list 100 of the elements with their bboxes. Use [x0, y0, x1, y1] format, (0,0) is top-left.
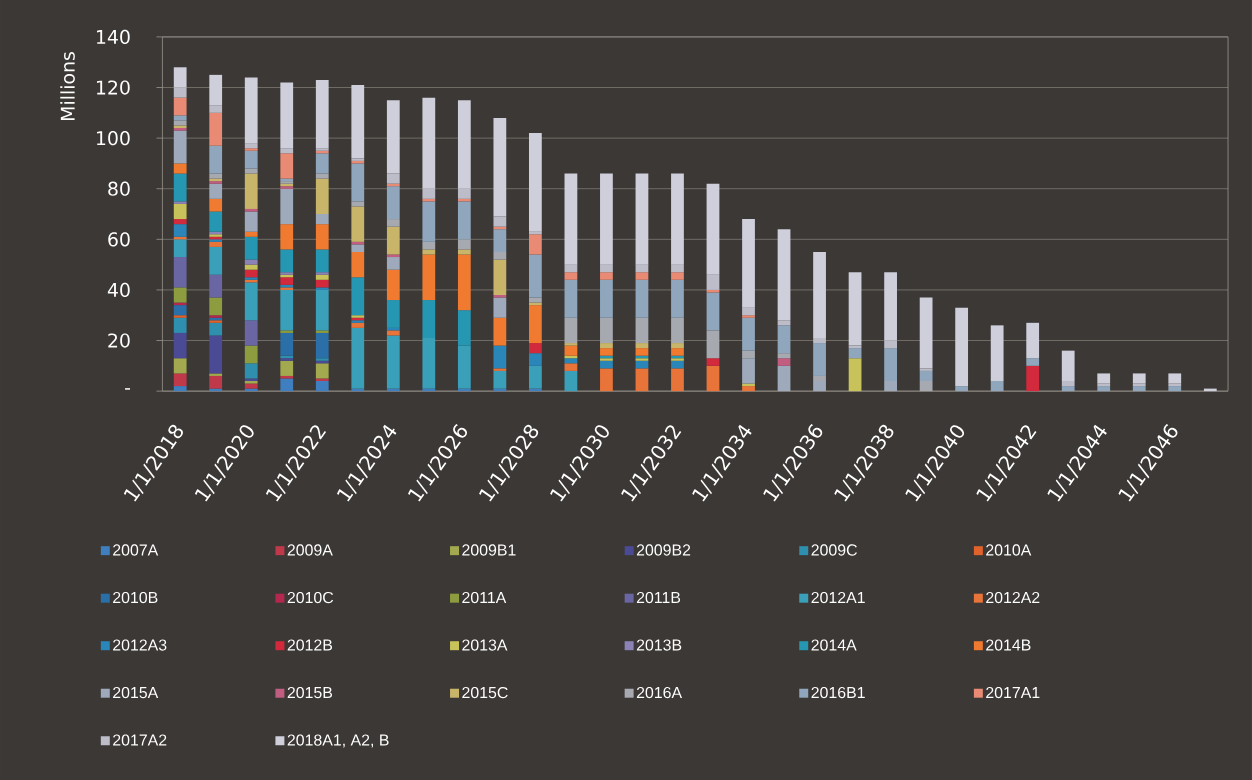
- bar: [209, 74, 223, 106]
- bar: [173, 239, 187, 257]
- bar: [386, 226, 400, 255]
- bar: [244, 148, 258, 151]
- bar: [635, 317, 649, 343]
- bar: [244, 143, 258, 149]
- bar: [777, 353, 791, 359]
- bar: [493, 251, 507, 260]
- bar: [564, 345, 578, 356]
- bar: [209, 335, 223, 374]
- legend-label: 2014A: [811, 639, 857, 651]
- bar: [386, 335, 400, 389]
- bar: [280, 249, 294, 273]
- bar: [919, 297, 933, 369]
- bar: [457, 188, 471, 199]
- bar: [209, 173, 223, 179]
- bar: [813, 342, 826, 376]
- bar: [209, 211, 223, 232]
- legend-label: 2009B1: [462, 544, 516, 556]
- legend-label: 2018A1, A2, B: [287, 734, 389, 748]
- bar: [600, 264, 613, 273]
- bar: [493, 368, 507, 371]
- bar: [564, 358, 578, 364]
- legend-label: 2010A: [986, 544, 1032, 556]
- bar: [528, 297, 542, 303]
- bar: [600, 317, 613, 343]
- bar: [209, 373, 223, 376]
- bar: [1026, 358, 1040, 366]
- bar: [173, 287, 187, 303]
- bar: [564, 279, 578, 318]
- bar: [1097, 373, 1111, 384]
- bar: [280, 277, 294, 285]
- bar: [813, 380, 826, 392]
- bar: [706, 330, 720, 359]
- legend-label: 2010C: [287, 591, 334, 604]
- bar: [386, 100, 400, 174]
- bar: [635, 173, 649, 265]
- bar: [742, 317, 755, 351]
- legend-label: 2014B: [986, 639, 1031, 651]
- bar: [1026, 365, 1040, 392]
- bar: [173, 304, 187, 316]
- bar: [848, 272, 862, 346]
- bar: [457, 239, 471, 250]
- bar: [209, 322, 223, 336]
- bar: [564, 370, 578, 392]
- bar: [244, 320, 258, 346]
- bar: [1061, 350, 1075, 381]
- y-tick-label: 140: [96, 29, 130, 44]
- bar: [173, 332, 187, 359]
- bar: [315, 279, 329, 288]
- bar: [173, 224, 187, 237]
- legend-label: 2015B: [287, 686, 333, 699]
- bar: [173, 163, 187, 174]
- bar: [990, 380, 1004, 392]
- bar: [706, 292, 720, 331]
- bar: [244, 264, 258, 270]
- bar: [777, 229, 791, 321]
- legend-label: 2010B: [113, 591, 158, 604]
- bar: [422, 201, 436, 242]
- bar: [422, 254, 436, 300]
- legend-label: 2009C: [811, 544, 857, 556]
- bar: [315, 380, 329, 392]
- legend-label: 2017A2: [113, 734, 167, 746]
- bar: [244, 259, 258, 265]
- bar: [493, 294, 507, 298]
- legend-label: 2012A3: [113, 639, 167, 651]
- bar: [848, 347, 862, 359]
- legend-label: 2011A: [462, 591, 507, 604]
- bar: [386, 186, 400, 219]
- bar: [244, 231, 258, 237]
- bar: [351, 206, 365, 242]
- bar: [1132, 373, 1146, 384]
- bar: [635, 347, 649, 356]
- bar: [315, 213, 329, 225]
- y-tick-label: -: [125, 388, 131, 390]
- bar: [422, 97, 436, 189]
- bar: [209, 198, 223, 212]
- bar: [315, 272, 329, 275]
- bar: [955, 385, 969, 392]
- bar: [457, 201, 471, 240]
- bar: [457, 310, 471, 346]
- bar: [990, 325, 1004, 381]
- bar: [315, 378, 329, 381]
- bar: [528, 132, 542, 232]
- bar: [742, 218, 755, 308]
- bar: [386, 256, 400, 270]
- bar: [386, 218, 400, 227]
- bar: [457, 254, 471, 311]
- y-tick-label: 60: [108, 232, 130, 247]
- y-tick-label: 100: [96, 130, 130, 146]
- bar: [671, 317, 684, 343]
- bar: [884, 340, 897, 348]
- bar: [422, 299, 436, 338]
- bar: [244, 168, 258, 174]
- bar: [422, 188, 436, 199]
- bar: [1097, 385, 1111, 392]
- bar: [919, 368, 933, 371]
- bar: [884, 347, 897, 381]
- bar: [919, 370, 933, 381]
- legend-label: 2009B2: [636, 544, 691, 556]
